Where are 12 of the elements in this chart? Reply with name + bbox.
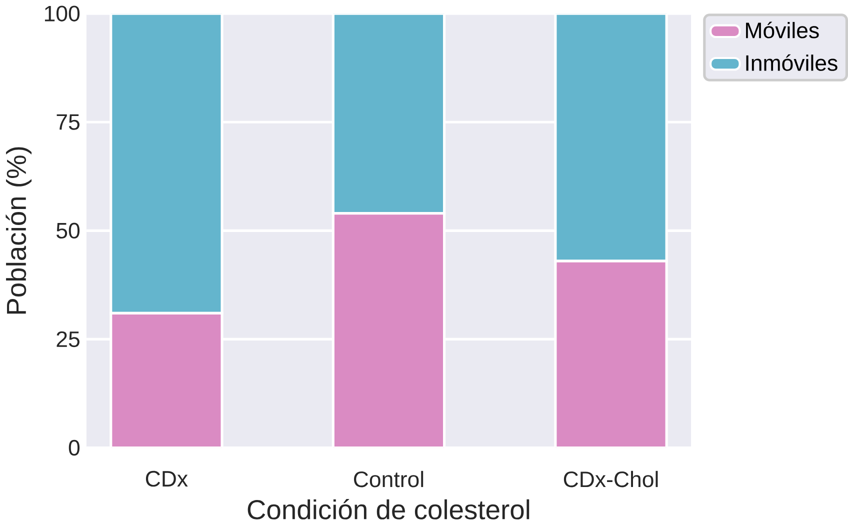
y-tick-label: 25 xyxy=(56,331,80,348)
y-tick-label: 100 xyxy=(44,6,80,22)
x-tick-label: Control xyxy=(354,470,424,488)
legend-label: Inmóviles xyxy=(746,54,838,71)
x-tick-label: CDx-Chol xyxy=(564,470,658,488)
legend-label: Móviles xyxy=(746,22,819,38)
x-tick-label: CDx xyxy=(146,470,188,487)
y-axis-title: Población (%) xyxy=(6,147,32,314)
y-tick-label: 75 xyxy=(56,114,80,130)
y-tick-label: 0 xyxy=(68,440,80,456)
y-tick-label: 50 xyxy=(56,222,80,238)
x-axis-title: Condición de colesterol xyxy=(248,498,530,520)
